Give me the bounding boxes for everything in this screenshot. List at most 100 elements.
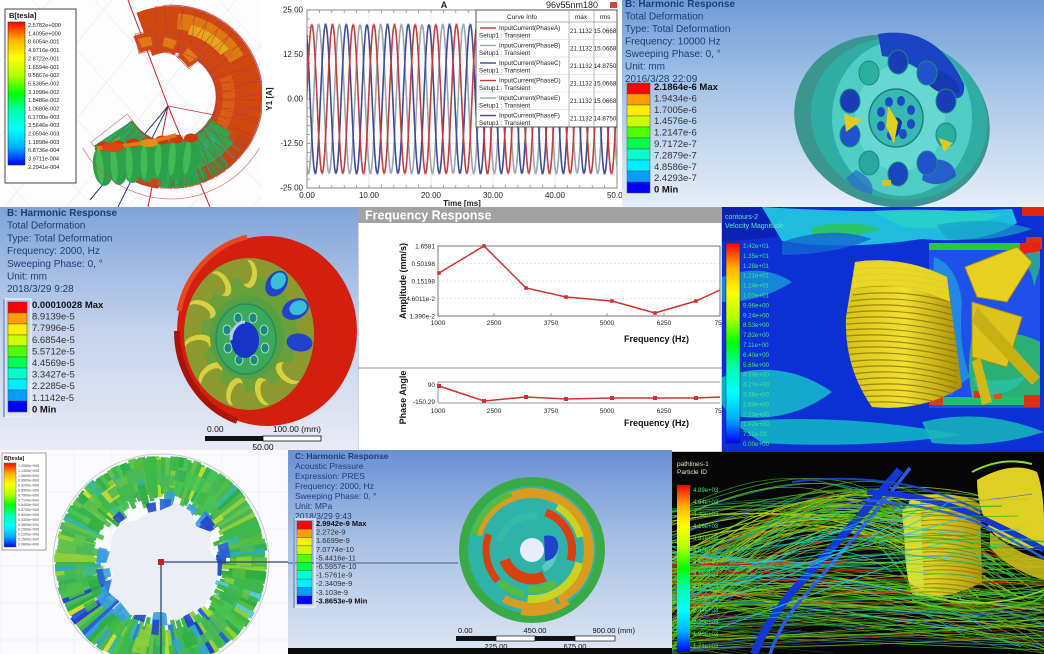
svg-text:7.11e+00: 7.11e+00 — [743, 342, 769, 349]
svg-text:0.2200e+000: 0.2200e+000 — [18, 533, 39, 537]
svg-text:InputCurrent(PhaseF): InputCurrent(PhaseF) — [499, 113, 560, 120]
svg-text:900.00 (mm): 900.00 (mm) — [592, 626, 635, 635]
svg-text:C: Harmonic Response: C: Harmonic Response — [295, 451, 389, 461]
svg-text:3.5646e-003: 3.5646e-003 — [28, 123, 59, 129]
svg-text:0.3600e+000: 0.3600e+000 — [18, 523, 39, 527]
svg-text:0.50198: 0.50198 — [412, 261, 436, 268]
svg-text:contours-2: contours-2 — [725, 214, 758, 221]
svg-text:Setup1 : Transient: Setup1 : Transient — [479, 68, 530, 75]
svg-text:Unit: mm: Unit: mm — [625, 62, 665, 73]
svg-text:1.71e+03: 1.71e+03 — [693, 644, 719, 650]
svg-text:5000: 5000 — [600, 408, 615, 415]
svg-text:1.28e+01: 1.28e+01 — [743, 263, 770, 270]
svg-text:3.42e+03: 3.42e+03 — [693, 560, 719, 566]
svg-text:-1.5761e-9: -1.5761e-9 — [316, 571, 352, 580]
svg-text:2.5782e+000: 2.5782e+000 — [28, 23, 61, 29]
svg-text:9.96e+00: 9.96e+00 — [743, 302, 770, 309]
svg-text:InputCurrent(PhaseE): InputCurrent(PhaseE) — [499, 95, 560, 102]
svg-text:14.8750: 14.8750 — [594, 116, 617, 123]
svg-text:50.00: 50.00 — [607, 191, 622, 200]
svg-text:5.69e+00: 5.69e+00 — [743, 362, 770, 369]
svg-text:7.7996e-5: 7.7996e-5 — [32, 323, 75, 334]
svg-text:Sweeping Phase: 0, °: Sweeping Phase: 0, ° — [625, 49, 721, 60]
svg-text:Frequency: 10000 Hz: Frequency: 10000 Hz — [625, 37, 721, 48]
svg-text:3.3427e-5: 3.3427e-5 — [32, 370, 75, 381]
svg-text:21.1132: 21.1132 — [570, 63, 593, 70]
svg-text:Frequency (Hz): Frequency (Hz) — [624, 334, 689, 344]
svg-text:15.0668: 15.0668 — [594, 46, 617, 53]
svg-text:B[tesla]: B[tesla] — [4, 456, 24, 462]
svg-text:2.93e+03: 2.93e+03 — [693, 584, 719, 590]
svg-text:2.84e+00: 2.84e+00 — [743, 401, 770, 408]
svg-text:-12.50: -12.50 — [280, 139, 303, 148]
svg-text:0.9900e+000: 0.9900e+000 — [18, 479, 39, 483]
svg-text:-3.8653e-9 Min: -3.8653e-9 Min — [316, 596, 368, 605]
svg-text:1.14e+01: 1.14e+01 — [743, 283, 770, 290]
svg-text:8.6054e-001: 8.6054e-001 — [28, 40, 59, 46]
svg-text:8.53e+00: 8.53e+00 — [743, 322, 770, 329]
svg-text:Sweeping Phase: 0, °: Sweeping Phase: 0, ° — [7, 259, 103, 270]
svg-text:21.1132: 21.1132 — [570, 98, 593, 105]
svg-text:8.9139e-5: 8.9139e-5 — [32, 312, 75, 323]
svg-text:1.4576e-6: 1.4576e-6 — [654, 116, 697, 127]
svg-text:1.1300e+000: 1.1300e+000 — [18, 469, 39, 473]
svg-text:Setup1 : Transient: Setup1 : Transient — [479, 103, 530, 110]
svg-text:2.44e+03: 2.44e+03 — [693, 608, 719, 614]
svg-text:B[tesla]: B[tesla] — [9, 11, 37, 20]
svg-text:21.1132: 21.1132 — [570, 28, 593, 35]
svg-text:pathlines-1: pathlines-1 — [677, 461, 709, 468]
svg-text:750: 750 — [715, 320, 722, 327]
svg-text:0.1500e+000: 0.1500e+000 — [18, 538, 39, 542]
svg-text:2500: 2500 — [487, 408, 502, 415]
svg-text:1.2000e+000: 1.2000e+000 — [18, 464, 39, 468]
svg-text:Frequency: 2000, Hz: Frequency: 2000, Hz — [295, 481, 374, 491]
svg-text:21.1132: 21.1132 — [570, 46, 593, 53]
svg-text:4.89e+03: 4.89e+03 — [693, 488, 719, 494]
svg-text:0 Min: 0 Min — [654, 185, 678, 196]
svg-text:2.2285e-5: 2.2285e-5 — [32, 381, 75, 392]
svg-text:9.7172e-7: 9.7172e-7 — [654, 139, 697, 150]
svg-text:6.1700e-003: 6.1700e-003 — [28, 115, 59, 121]
svg-text:1.6699e-9: 1.6699e-9 — [316, 536, 350, 545]
svg-text:-150.29: -150.29 — [413, 399, 435, 406]
svg-text:4.16e+03: 4.16e+03 — [693, 524, 719, 530]
svg-text:0.5000e+000: 0.5000e+000 — [18, 513, 39, 517]
svg-text:0 Min: 0 Min — [32, 404, 56, 415]
svg-text:InputCurrent(PhaseA): InputCurrent(PhaseA) — [499, 25, 560, 32]
svg-text:0.5700e+000: 0.5700e+000 — [18, 508, 39, 512]
svg-text:0.00e+00: 0.00e+00 — [743, 441, 770, 448]
svg-text:1.2147e-6: 1.2147e-6 — [654, 128, 697, 139]
svg-text:4.40e+03: 4.40e+03 — [693, 512, 719, 518]
svg-text:2.8722e-001: 2.8722e-001 — [28, 56, 59, 62]
svg-text:2.0594e-003: 2.0594e-003 — [28, 132, 59, 138]
svg-text:6250: 6250 — [657, 320, 672, 327]
svg-text:2.69e+03: 2.69e+03 — [693, 596, 719, 602]
svg-text:4.6011e-2: 4.6011e-2 — [406, 296, 435, 303]
svg-text:4.9716e-001: 4.9716e-001 — [28, 48, 59, 54]
svg-text:-5.4416e-11: -5.4416e-11 — [316, 553, 356, 562]
svg-text:0.00: 0.00 — [287, 95, 303, 104]
svg-text:1.21e+01: 1.21e+01 — [743, 273, 770, 280]
svg-text:3.9711e-004: 3.9711e-004 — [28, 157, 59, 163]
svg-text:0.6400e+000: 0.6400e+000 — [18, 503, 39, 507]
svg-text:2.20e+03: 2.20e+03 — [693, 620, 719, 626]
svg-text:675.00: 675.00 — [564, 642, 587, 651]
svg-text:1.35e+01: 1.35e+01 — [743, 253, 770, 260]
svg-text:0.9200e+000: 0.9200e+000 — [18, 484, 39, 488]
svg-text:0.00: 0.00 — [458, 626, 473, 635]
svg-text:Acoustic Pressure: Acoustic Pressure — [295, 461, 364, 471]
svg-text:5000: 5000 — [600, 320, 615, 327]
svg-text:0.0800e+000: 0.0800e+000 — [18, 542, 39, 546]
svg-text:B: Harmonic Response: B: Harmonic Response — [625, 0, 735, 10]
svg-text:3750: 3750 — [544, 320, 559, 327]
svg-text:Setup1 : Transient: Setup1 : Transient — [479, 50, 530, 57]
svg-text:0.4300e+000: 0.4300e+000 — [18, 518, 39, 522]
svg-text:InputCurrent(PhaseC): InputCurrent(PhaseC) — [499, 60, 561, 67]
svg-text:7.82e+00: 7.82e+00 — [743, 332, 770, 339]
svg-text:2016/3/28 22:09: 2016/3/28 22:09 — [625, 74, 698, 85]
svg-text:7.11e-01: 7.11e-01 — [743, 431, 768, 438]
svg-text:6.6854e-5: 6.6854e-5 — [32, 335, 75, 346]
svg-text:0.8500e+000: 0.8500e+000 — [18, 489, 39, 493]
svg-text:1.1898e-003: 1.1898e-003 — [28, 140, 59, 146]
svg-text:15.0668: 15.0668 — [594, 98, 617, 105]
